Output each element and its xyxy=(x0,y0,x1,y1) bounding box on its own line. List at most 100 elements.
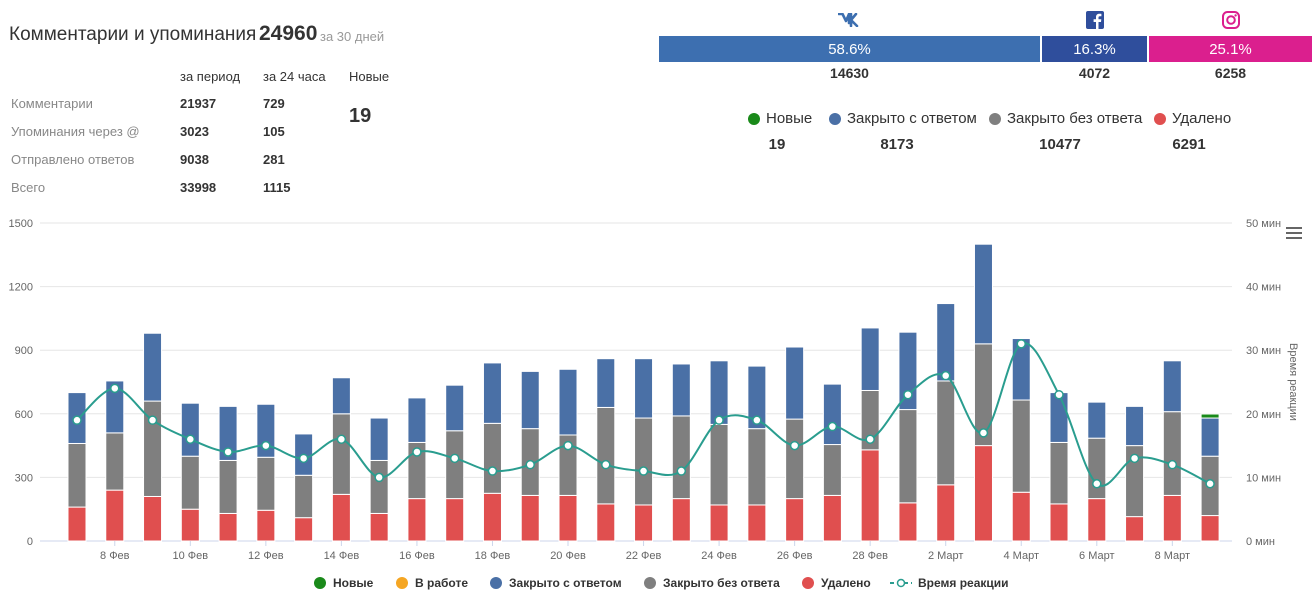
status-closed-no-reply[interactable]: Закрыто без ответа xyxy=(989,110,1142,127)
bar-segment xyxy=(520,494,540,542)
x-tick-label: 16 Фев xyxy=(399,550,435,562)
x-tick-label: 2 Март xyxy=(928,550,964,562)
legend-new[interactable]: Новые xyxy=(314,576,373,590)
reaction-time-point xyxy=(261,440,271,451)
x-tick-label: 20 Фев xyxy=(550,550,586,562)
x-tick-label: 4 Март xyxy=(1004,550,1040,562)
bar-segment xyxy=(671,498,691,542)
status-closed-no-reply-dot xyxy=(989,112,1001,125)
status-closed-with-reply-count: 8173 xyxy=(880,136,914,153)
cell-replies-period: 9038 xyxy=(180,152,209,167)
row-label-replies: Отправлено ответов xyxy=(11,152,135,167)
bar-segment xyxy=(898,409,918,504)
facebook-icon[interactable] xyxy=(1042,10,1147,30)
reaction-time-point xyxy=(601,459,611,470)
cell-total-period: 33998 xyxy=(180,180,217,195)
reaction-time-point xyxy=(865,434,875,444)
legend-deleted-label: Удалено xyxy=(821,576,871,590)
cell-replies-day: 281 xyxy=(263,152,285,167)
bar-segment xyxy=(936,484,956,542)
reaction-time-point xyxy=(298,453,309,464)
status-deleted-label: Удалено xyxy=(1172,110,1232,127)
reaction-time-point xyxy=(336,434,347,444)
x-tick-label: 18 Фев xyxy=(475,550,511,562)
status-new-count: 19 xyxy=(768,136,786,153)
bar-segment xyxy=(709,360,729,425)
status-closed-no-reply-label: Закрыто без ответа xyxy=(1007,110,1143,127)
reaction-time-point xyxy=(147,415,158,425)
instagram-icon[interactable] xyxy=(1149,10,1312,30)
bar-segment xyxy=(407,397,427,443)
status-new-label: Новые xyxy=(766,110,813,127)
bar-segment xyxy=(105,489,125,542)
y-tick-label: 0 xyxy=(27,536,33,548)
bar-segment xyxy=(218,405,238,461)
y-tick-label: 900 xyxy=(15,345,33,357)
reaction-time-point xyxy=(72,415,82,425)
status-new[interactable]: Новые xyxy=(748,110,812,127)
col-head-new: Новые xyxy=(349,69,390,84)
bar-segment xyxy=(785,498,805,542)
bar-segment xyxy=(256,509,276,542)
reaction-time-point xyxy=(449,453,460,464)
legend-reaction-time[interactable]: Время реакции xyxy=(890,576,1009,590)
status-deleted[interactable]: Удалено xyxy=(1154,110,1231,127)
hamburger-menu-icon[interactable] xyxy=(1286,227,1302,239)
bar-segment xyxy=(445,498,465,542)
bar-segment xyxy=(369,459,389,514)
x-tick-label: 22 Фев xyxy=(626,550,662,562)
legend-closed-no-reply-label: Закрыто без ответа xyxy=(663,576,780,590)
stacked-bar-chart[interactable]: 0 300 600 900 1200 1500 0 мин 10 мин 20 мин 30 ми… xyxy=(0,205,1316,567)
y-tick-label: 1200 xyxy=(9,282,33,294)
reaction-time-point xyxy=(903,389,913,400)
x-tick-label: 8 Фев xyxy=(100,550,130,562)
vk-icon[interactable] xyxy=(659,10,1040,30)
legend-deleted[interactable]: Удалено xyxy=(802,576,871,590)
reaction-time-point xyxy=(374,472,384,483)
legend-in-progress[interactable]: В работе xyxy=(396,576,468,590)
instagram-share-bar[interactable]: 25.1% xyxy=(1149,36,1312,62)
bar-segment xyxy=(936,380,956,486)
bar-segment xyxy=(331,413,351,495)
x-tick-label: 24 Фев xyxy=(701,550,737,562)
y2-tick-label: 10 мин xyxy=(1246,472,1281,484)
bar-segment xyxy=(596,406,616,505)
bar-segment xyxy=(785,418,805,500)
facebook-share-bar[interactable]: 16.3% xyxy=(1042,36,1147,62)
x-tick-label: 26 Фев xyxy=(777,550,813,562)
reaction-time-point xyxy=(563,440,573,451)
bar-segment xyxy=(1125,516,1145,542)
y2-tick-label: 50 мин xyxy=(1246,218,1281,230)
col-head-24h: за 24 часа xyxy=(263,69,326,84)
bar-segment xyxy=(1011,399,1031,493)
instagram-count: 6258 xyxy=(1214,65,1247,81)
y-tick-label: 600 xyxy=(15,409,33,421)
vk-share-bar[interactable]: 58.6% xyxy=(659,36,1040,62)
reaction-time-point xyxy=(1205,479,1215,489)
bar-segment xyxy=(1162,494,1182,542)
status-closed-with-reply[interactable]: Закрыто с ответом xyxy=(829,110,977,127)
reaction-time-point xyxy=(1016,339,1026,349)
y2-tick-label: 30 мин xyxy=(1246,345,1281,357)
bar-segment xyxy=(709,504,729,542)
period-label: за 30 дней xyxy=(320,29,385,44)
reaction-time-point xyxy=(185,434,196,444)
legend-closed-with-reply-dot xyxy=(490,577,502,589)
reaction-time-point xyxy=(110,383,120,394)
y2-tick-label: 20 мин xyxy=(1246,409,1281,421)
reaction-time-point xyxy=(827,421,838,432)
reaction-time-point xyxy=(487,466,498,476)
bar-segment xyxy=(1087,401,1107,439)
bar-segment xyxy=(180,402,200,457)
status-closed-with-reply-label: Закрыто с ответом xyxy=(847,110,977,127)
bar-segment xyxy=(482,492,502,542)
legend-closed-with-reply[interactable]: Закрыто с ответом xyxy=(490,576,622,590)
reaction-time-point xyxy=(1092,479,1102,489)
bar-segment xyxy=(331,377,351,415)
bar-segment xyxy=(294,474,314,519)
bar-segment xyxy=(256,456,276,511)
legend-closed-no-reply[interactable]: Закрыто без ответа xyxy=(644,576,780,590)
bar-segment xyxy=(1200,417,1220,457)
reaction-time-point xyxy=(638,466,649,476)
reaction-time-point xyxy=(676,466,687,476)
